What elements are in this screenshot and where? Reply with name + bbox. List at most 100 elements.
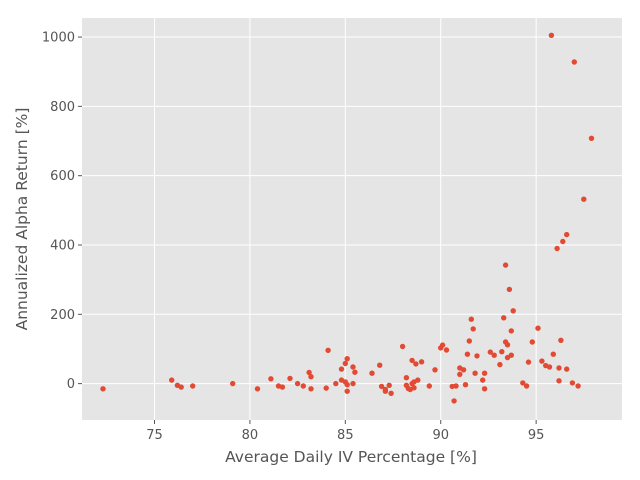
data-point xyxy=(487,349,493,355)
grid-lines xyxy=(82,18,622,420)
data-point xyxy=(411,385,417,391)
data-point xyxy=(548,32,555,38)
data-point xyxy=(178,384,184,390)
y-tick-label: 800 xyxy=(50,100,75,115)
data-point xyxy=(388,390,394,396)
data-point xyxy=(556,378,562,384)
data-point xyxy=(325,347,331,353)
data-point xyxy=(569,380,576,386)
data-point xyxy=(344,388,350,394)
data-point xyxy=(581,196,587,202)
data-point xyxy=(529,339,535,345)
data-point xyxy=(308,374,314,380)
data-point xyxy=(457,371,463,377)
data-point xyxy=(352,369,358,375)
data-point xyxy=(338,366,345,372)
data-point xyxy=(323,385,329,391)
data-point xyxy=(443,347,450,353)
data-point xyxy=(499,349,505,355)
data-point xyxy=(464,351,471,357)
data-point xyxy=(506,286,513,293)
data-point xyxy=(539,358,545,364)
data-point xyxy=(588,135,595,141)
data-points xyxy=(100,32,595,404)
y-tick-label: 400 xyxy=(50,238,75,253)
data-point xyxy=(453,383,459,389)
data-point xyxy=(294,380,301,387)
data-point xyxy=(491,352,497,358)
data-point xyxy=(481,370,488,376)
data-point xyxy=(470,326,476,332)
y-tick-label: 0 xyxy=(67,377,75,392)
data-point xyxy=(350,364,356,370)
data-point xyxy=(230,380,236,387)
data-point xyxy=(564,366,570,372)
data-point xyxy=(378,383,385,390)
data-point xyxy=(497,361,503,368)
data-point xyxy=(560,238,566,245)
data-point xyxy=(418,359,425,365)
data-point xyxy=(413,361,419,367)
data-point xyxy=(268,376,274,382)
data-point xyxy=(279,384,286,390)
data-point xyxy=(502,262,509,268)
data-point xyxy=(554,245,560,252)
data-point xyxy=(409,357,415,364)
y-tick-label: 200 xyxy=(50,308,75,323)
y-tick-labels: 0 200 400 600 800 1000 xyxy=(42,31,82,392)
data-point xyxy=(504,342,511,348)
data-point xyxy=(415,377,421,383)
x-tick-label: 95 xyxy=(528,428,545,443)
y-tick-label: 1000 xyxy=(42,31,75,46)
data-point xyxy=(556,365,562,371)
data-point xyxy=(510,308,516,314)
data-point xyxy=(451,398,457,404)
data-point xyxy=(558,337,564,343)
x-tick-label: 85 xyxy=(337,428,354,443)
data-point xyxy=(546,364,553,370)
data-point xyxy=(472,370,478,376)
data-point xyxy=(169,377,175,383)
data-point xyxy=(287,375,293,382)
data-point xyxy=(369,370,375,376)
data-point xyxy=(342,360,348,367)
data-point xyxy=(432,367,438,373)
data-point xyxy=(100,386,106,392)
data-point xyxy=(508,328,514,334)
data-point xyxy=(344,356,350,362)
data-point xyxy=(426,383,432,389)
data-point xyxy=(382,388,389,394)
data-point xyxy=(474,353,480,359)
data-point xyxy=(550,351,556,357)
data-point xyxy=(308,386,314,392)
data-point xyxy=(575,383,581,389)
data-point xyxy=(525,359,532,365)
data-point xyxy=(523,383,530,389)
data-point xyxy=(350,380,356,387)
x-tick-label: 90 xyxy=(432,428,449,443)
data-point xyxy=(564,231,570,238)
data-point xyxy=(468,316,474,322)
data-point xyxy=(300,383,306,389)
data-point xyxy=(520,380,526,386)
data-point xyxy=(377,362,383,368)
data-point xyxy=(399,343,406,350)
x-tick-label: 80 xyxy=(242,428,259,443)
x-axis-label: Average Daily IV Percentage [%] xyxy=(225,448,477,466)
data-point xyxy=(571,59,577,65)
x-tick-label: 75 xyxy=(146,428,163,443)
y-axis-label: Annualized Alpha Return [%] xyxy=(13,108,31,331)
data-point xyxy=(466,338,472,344)
x-tick-labels: 75 80 85 90 95 xyxy=(146,420,544,443)
data-point xyxy=(439,342,446,348)
data-point xyxy=(386,382,392,388)
data-point xyxy=(508,352,514,358)
data-point xyxy=(480,377,486,383)
y-tick-label: 600 xyxy=(50,169,75,184)
data-point xyxy=(460,367,467,373)
data-point xyxy=(190,383,196,389)
plot-area xyxy=(82,18,622,420)
data-point xyxy=(403,375,410,381)
data-point xyxy=(254,386,261,392)
